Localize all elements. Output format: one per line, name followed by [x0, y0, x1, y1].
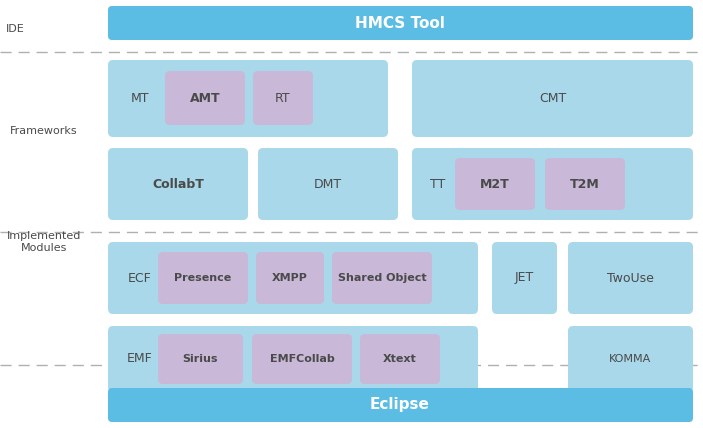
- FancyBboxPatch shape: [108, 60, 388, 137]
- Text: Presence: Presence: [174, 273, 231, 283]
- FancyBboxPatch shape: [158, 334, 243, 384]
- Text: Shared Object: Shared Object: [337, 273, 426, 283]
- Text: KOMMA: KOMMA: [609, 354, 651, 364]
- Text: RT: RT: [275, 92, 291, 104]
- Text: DMT: DMT: [314, 178, 342, 190]
- FancyBboxPatch shape: [332, 252, 432, 304]
- FancyBboxPatch shape: [568, 326, 693, 392]
- FancyBboxPatch shape: [412, 148, 693, 220]
- FancyBboxPatch shape: [492, 242, 557, 314]
- Text: AMT: AMT: [190, 92, 220, 104]
- FancyBboxPatch shape: [568, 242, 693, 314]
- FancyBboxPatch shape: [360, 334, 440, 384]
- Text: JET: JET: [515, 271, 534, 285]
- FancyBboxPatch shape: [252, 334, 352, 384]
- FancyBboxPatch shape: [412, 60, 693, 137]
- Text: EMF: EMF: [127, 353, 153, 366]
- FancyBboxPatch shape: [108, 6, 693, 40]
- FancyBboxPatch shape: [108, 242, 478, 314]
- FancyBboxPatch shape: [256, 252, 324, 304]
- FancyBboxPatch shape: [165, 71, 245, 125]
- FancyBboxPatch shape: [455, 158, 535, 210]
- Text: MT: MT: [131, 92, 149, 104]
- Text: IDE: IDE: [6, 24, 25, 34]
- FancyBboxPatch shape: [108, 388, 693, 422]
- Text: Frameworks: Frameworks: [10, 125, 77, 136]
- Text: T2M: T2M: [570, 178, 600, 190]
- FancyBboxPatch shape: [108, 148, 248, 220]
- Text: CollabT: CollabT: [152, 178, 204, 190]
- Text: Xtext: Xtext: [383, 354, 417, 364]
- Text: EMFCollab: EMFCollab: [270, 354, 335, 364]
- Text: HMCS Tool: HMCS Tool: [355, 15, 445, 30]
- Text: CMT: CMT: [539, 92, 567, 104]
- Text: TT: TT: [430, 178, 446, 190]
- Text: XMPP: XMPP: [272, 273, 308, 283]
- FancyBboxPatch shape: [545, 158, 625, 210]
- FancyBboxPatch shape: [253, 71, 313, 125]
- FancyBboxPatch shape: [108, 326, 478, 392]
- Text: TwoUse: TwoUse: [607, 271, 653, 285]
- Text: Sirius: Sirius: [182, 354, 218, 364]
- Text: Eclipse: Eclipse: [370, 398, 430, 413]
- FancyBboxPatch shape: [158, 252, 248, 304]
- Text: ECF: ECF: [128, 271, 152, 285]
- Text: M2T: M2T: [480, 178, 510, 190]
- Text: Implemented
Modules: Implemented Modules: [6, 231, 81, 253]
- FancyBboxPatch shape: [258, 148, 398, 220]
